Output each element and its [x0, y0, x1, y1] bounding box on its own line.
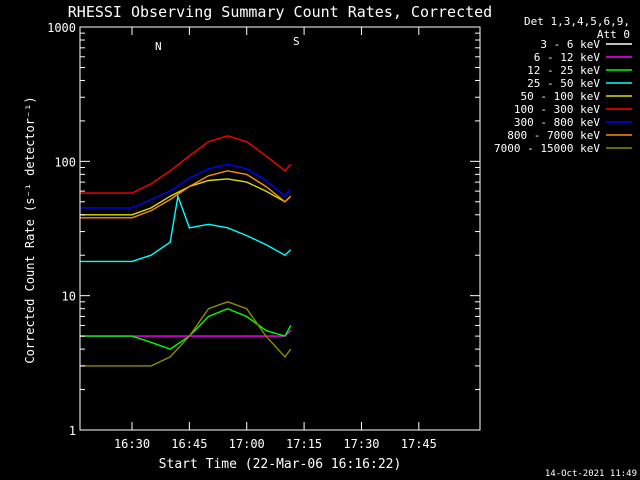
x-tick-label-6: 17:45 [401, 437, 437, 451]
series-line-9 [80, 301, 292, 367]
x-tick-label-2: 16:45 [171, 437, 207, 451]
y-axis-title: Corrected Count Rate (s⁻¹ detector⁻¹) [23, 96, 37, 363]
series-line-8 [80, 170, 292, 219]
legend-label-1: 3 - 6 keV [540, 38, 600, 51]
legend-label-4: 25 - 50 keV [527, 77, 600, 90]
footer-timestamp: 14-Oct-2021 11:49 [545, 469, 637, 479]
legend-label-9: 7000 - 15000 keV [494, 142, 600, 155]
x-tick-label-4: 17:15 [286, 437, 322, 451]
legend-label-2: 6 - 12 keV [534, 51, 601, 64]
y-axis-label: Corrected Count Rate (s⁻¹ detector⁻¹) [23, 96, 37, 363]
chart-title: RHESSI Observing Summary Count Rates, Co… [68, 3, 492, 21]
y-tick-label-4: 1000 [47, 21, 76, 35]
series-line-5 [80, 178, 292, 216]
series-line-6 [80, 135, 292, 194]
x-axis-label: Start Time (22-Mar-06 16:16:22) [159, 457, 402, 472]
series-line-4 [80, 193, 292, 263]
series-line-2 [80, 330, 292, 337]
legend-header-1: Det 1,3,4,5,6,9, [524, 15, 630, 28]
x-tick-label-3: 17:00 [229, 437, 265, 451]
legend-label-6: 100 - 300 keV [514, 103, 600, 116]
annotation-n: N [155, 40, 162, 53]
y-tick-label-1: 1 [69, 424, 76, 438]
legend-label-5: 50 - 100 keV [521, 90, 601, 103]
annotation-s: S [293, 35, 300, 48]
y-tick-label-2: 10 [62, 290, 76, 304]
series-line-1 [80, 365, 292, 408]
legend-label-8: 800 - 7000 keV [507, 129, 600, 142]
plot-area: 16:30 16:45 17:00 17:15 17:30 17:45 1 10 100 1000… [47, 21, 481, 451]
legend-header-2: Att 0 [597, 28, 630, 41]
legend-label-3: 12 - 25 keV [527, 64, 600, 77]
x-tick-label-1: 16:30 [114, 437, 150, 451]
legend-label-7: 300 - 800 keV [514, 116, 600, 129]
y-tick-label-3: 100 [54, 155, 76, 169]
series-line-7 [80, 163, 292, 209]
x-tick-label-5: 17:30 [343, 437, 379, 451]
series-line-3 [80, 307, 292, 350]
plot-frame [79, 26, 481, 431]
